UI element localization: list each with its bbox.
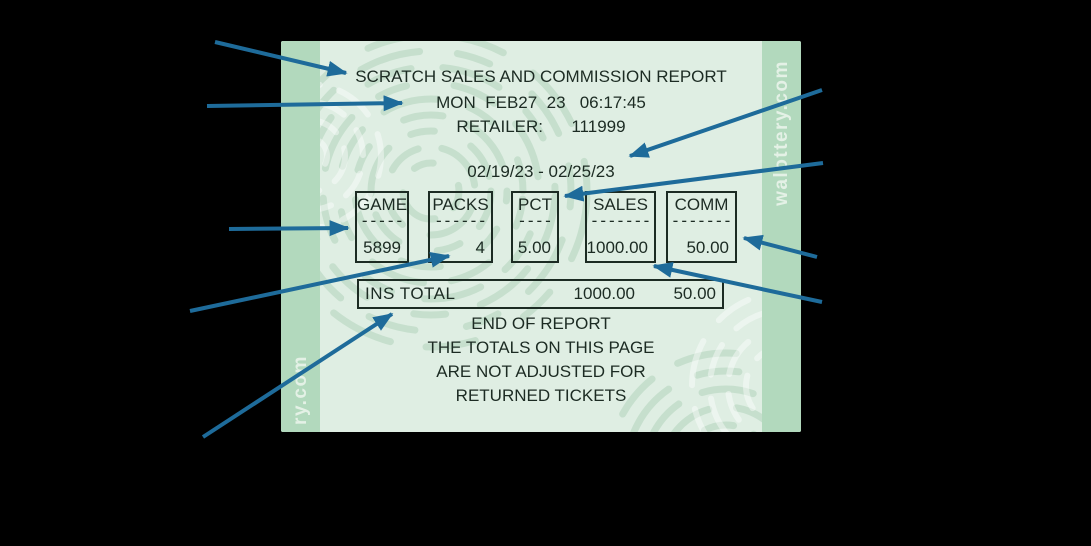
sales-amount-value: 1000.00	[586, 238, 648, 257]
ticket-left-border-stripe: ry.com	[281, 41, 320, 432]
comm-column-box: COMM ------- 50.00	[666, 191, 737, 263]
report-footer: END OF REPORT THE TOTALS ON THIS PAGE AR…	[320, 312, 762, 408]
receipt-ticket: ry.com walottery.com SCRATCH SALES AND C…	[281, 41, 801, 432]
walottery-right-watermark-text: walottery.com	[770, 60, 792, 206]
game-column-box: GAME ----- 5899	[355, 191, 409, 263]
ins-total-sales-value: 1000.00	[573, 284, 635, 303]
ins-total-comm-value: 50.00	[673, 284, 716, 303]
game-column-divider: -----	[361, 215, 406, 227]
ticket-right-border-stripe: walottery.com	[762, 41, 801, 432]
packs-column-divider: ------	[436, 215, 488, 227]
sales-column-box: SALES ------- 1000.00	[585, 191, 656, 263]
sales-column-divider: -------	[591, 215, 653, 227]
game-number-value: 5899	[363, 238, 401, 257]
game-column-header: GAME	[357, 195, 408, 214]
pct-value: 5.00	[517, 238, 551, 257]
ins-total-row-box: INS TOTAL 1000.00 50.00	[357, 279, 724, 309]
ins-total-label: INS TOTAL	[365, 284, 456, 303]
report-title: SCRATCH SALES AND COMMISSION REPORT	[355, 67, 727, 86]
report-retailer-number: RETAILER: 111999	[456, 117, 626, 136]
walottery-left-watermark-text: ry.com	[289, 355, 311, 425]
report-date-range: 02/19/23 - 02/25/23	[467, 162, 615, 181]
footer-not-adjusted-line: ARE NOT ADJUSTED FOR	[436, 362, 646, 381]
footer-end-of-report: END OF REPORT	[471, 314, 611, 333]
packs-count-value: 4	[475, 238, 485, 257]
packs-column-header: PACKS	[432, 195, 489, 214]
pct-column-box: PCT ---- 5.00	[511, 191, 559, 263]
footer-returned-tickets-line: RETURNED TICKETS	[455, 386, 627, 405]
pct-column-divider: ----	[519, 215, 554, 227]
pct-column-header: PCT	[518, 195, 552, 214]
sales-column-header: SALES	[593, 195, 648, 214]
comm-amount-value: 50.00	[686, 238, 729, 257]
comm-column-divider: -------	[672, 215, 734, 227]
packs-column-box: PACKS ------ 4	[428, 191, 493, 263]
footer-totals-line: THE TOTALS ON THIS PAGE	[427, 338, 655, 357]
comm-column-header: COMM	[674, 195, 729, 214]
report-datetime: MON FEB27 23 06:17:45	[436, 93, 646, 112]
